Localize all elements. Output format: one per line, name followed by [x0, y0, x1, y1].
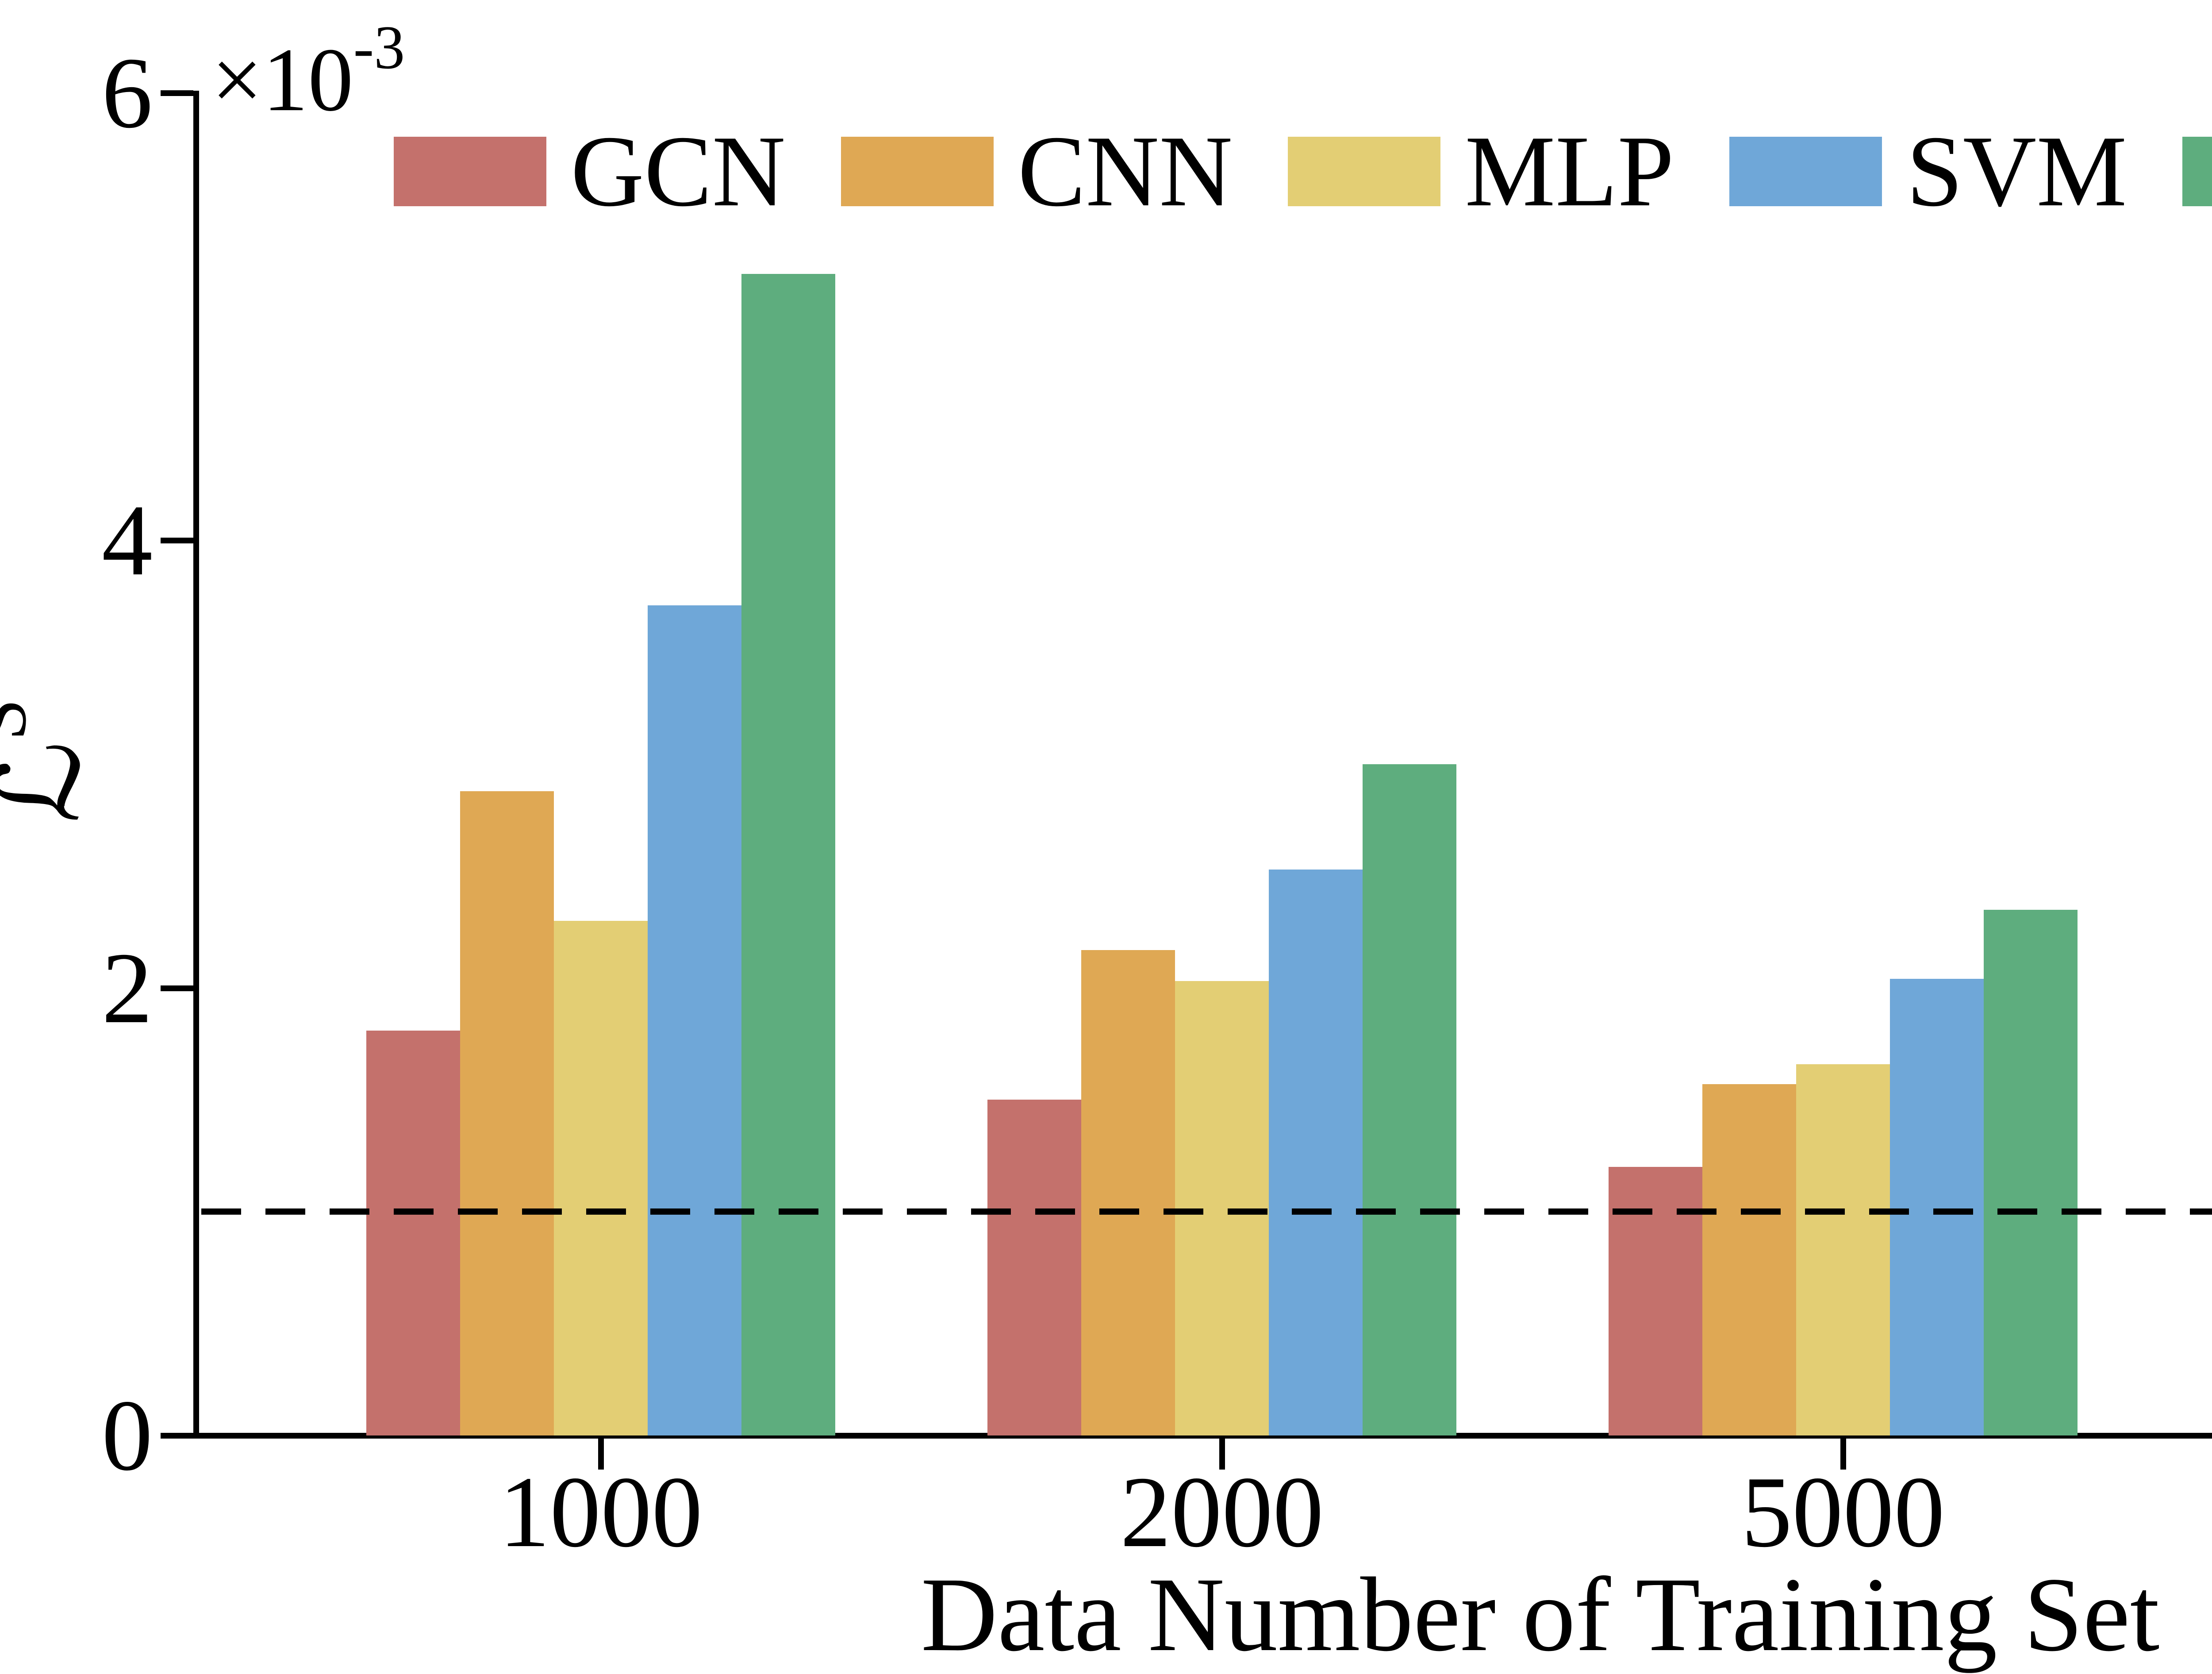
bar-SVM-2000 [1269, 870, 1363, 1435]
legend-label-MLP: MLP [1465, 115, 1674, 227]
x-tick-label-1000: 1000 [499, 1455, 703, 1568]
bar-CNN-2000 [1081, 950, 1175, 1435]
y-axis-title: ℒS [0, 606, 104, 916]
bar-XGBoost-5000 [1984, 910, 2078, 1435]
legend-label-GCN: GCN [571, 115, 786, 227]
y-tick-mark-6 [161, 90, 193, 96]
legend-item-MLP: MLP [1288, 120, 1674, 222]
y-axis-line [193, 91, 199, 1439]
legend-item-CNN: CNN [841, 120, 1233, 222]
x-tick-mark-5000 [1840, 1439, 1846, 1470]
bar-GCN-5000 [1609, 1167, 1702, 1435]
x-tick-label-2000: 2000 [1120, 1455, 1324, 1568]
bar-SVM-1000 [648, 605, 741, 1435]
legend: GCN CNN MLP SVM XGBoost [394, 120, 2212, 222]
y-tick-label-2: 2 [102, 931, 153, 1044]
y-tick-mark-0 [161, 1433, 193, 1439]
bar-MLP-1000 [554, 921, 648, 1435]
legend-item-GCN: GCN [394, 120, 786, 222]
y-axis-title-base: ℒ [0, 741, 104, 824]
x-tick-mark-2000 [1219, 1439, 1225, 1470]
bar-CNN-1000 [460, 791, 554, 1435]
legend-swatch-CNN [841, 136, 994, 206]
legend-label-CNN: CNN [1018, 115, 1233, 227]
bar-CNN-5000 [1702, 1084, 1796, 1435]
x-tick-mark-1000 [598, 1439, 604, 1470]
y-tick-mark-4 [161, 538, 193, 544]
legend-swatch-SVM [1729, 136, 1882, 206]
x-tick-label-5000: 5000 [1741, 1455, 1945, 1568]
y-tick-label-6: 6 [102, 36, 153, 149]
legend-item-XGBoost: XGBoost [2182, 120, 2212, 222]
y-tick-label-0: 0 [102, 1379, 153, 1492]
legend-swatch-XGBoost [2182, 136, 2212, 206]
legend-item-SVM: SVM [1729, 120, 2127, 222]
x-axis-title: Data Number of Training Set [921, 1555, 2160, 1673]
legend-swatch-MLP [1288, 136, 1441, 206]
legend-swatch-GCN [394, 136, 546, 206]
y-tick-mark-2 [161, 985, 193, 991]
bar-XGBoost-2000 [1363, 764, 1456, 1435]
bar-XGBoost-1000 [741, 274, 835, 1435]
y-offset-base: ×10 [211, 30, 353, 130]
bar-SVM-5000 [1890, 979, 1984, 1435]
y-axis-title-sup: S [0, 699, 42, 741]
bar-GCN-1000 [366, 1031, 460, 1435]
reference-dashed-line [201, 1208, 2212, 1215]
y-offset-exponent: -3 [353, 13, 405, 82]
y-axis-offset-label: ×10-3 [211, 17, 405, 126]
bar-MLP-2000 [1175, 981, 1269, 1435]
y-tick-label-4: 4 [102, 484, 153, 597]
bar-GCN-2000 [987, 1100, 1081, 1435]
bar-MLP-5000 [1796, 1064, 1890, 1435]
legend-label-SVM: SVM [1906, 115, 2127, 227]
